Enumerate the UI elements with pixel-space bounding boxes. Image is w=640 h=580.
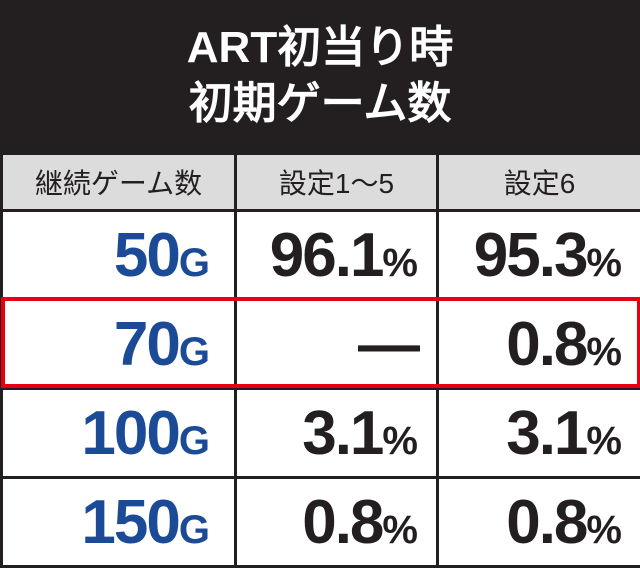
rate-cell: 95.3% <box>436 209 640 301</box>
rate-cell: 3.1% <box>234 387 439 479</box>
row-label: 50G <box>0 209 237 301</box>
table-row: 70G —0.8% <box>0 298 640 390</box>
row-label: 100G <box>0 387 237 479</box>
rate-cell: 96.1% <box>234 209 439 301</box>
rate-table: 継続ゲーム数 設定1～5 設定6 50G 96.1% 95.3% 70G —0.8% 100G… <box>0 152 640 568</box>
title-line: ART初当り時 <box>186 23 454 72</box>
header-row: 継続ゲーム数 設定1～5 設定6 <box>0 152 640 212</box>
table-row: 150G 0.8% 0.8% <box>0 476 640 568</box>
column-header: 設定1～5 <box>234 152 439 212</box>
title-line: 初期ゲーム数 <box>188 79 452 128</box>
column-header: 継続ゲーム数 <box>0 152 237 212</box>
rate-cell: 0.8% <box>436 476 640 568</box>
row-label: 70G <box>0 298 237 390</box>
rate-cell: 3.1% <box>436 387 640 479</box>
column-header: 設定6 <box>436 152 640 212</box>
rate-cell: 0.8% <box>234 476 439 568</box>
rate-cell: — <box>234 298 439 390</box>
rate-cell: 0.8% <box>436 298 640 390</box>
title-banner: ART初当り時 初期ゲーム数 <box>0 0 640 152</box>
table-row: 50G 96.1% 95.3% <box>0 209 640 301</box>
table-row: 100G 3.1% 3.1% <box>0 387 640 479</box>
row-label: 150G <box>0 476 237 568</box>
